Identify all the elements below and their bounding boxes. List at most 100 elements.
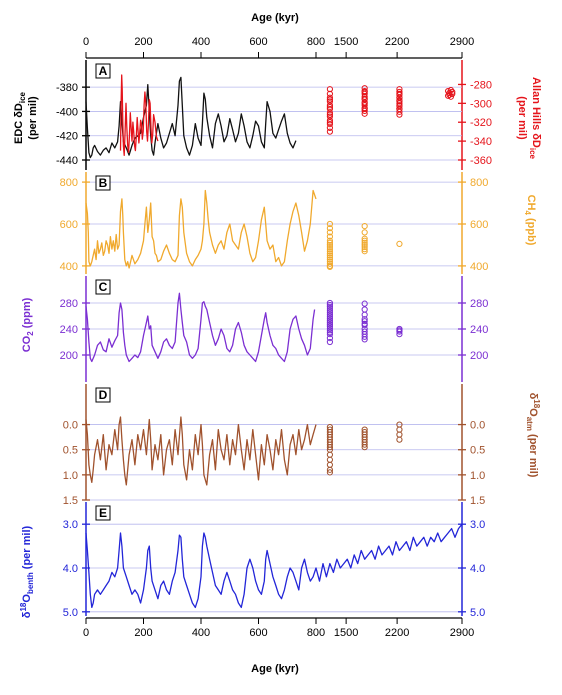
panel-e-left-label-main: δ bbox=[21, 611, 33, 618]
left-y-tick-label: 280 bbox=[60, 298, 78, 310]
panel-letter: B bbox=[99, 176, 108, 190]
right-y-tick-label: 400 bbox=[470, 261, 488, 273]
scatter-point bbox=[361, 322, 368, 329]
bottom-x-tick-label: 400 bbox=[192, 627, 210, 639]
scatter-point bbox=[361, 441, 368, 448]
scatter-point bbox=[326, 250, 334, 257]
scatter-point bbox=[326, 263, 334, 271]
scatter-point bbox=[326, 237, 334, 244]
right-y-tick-label: 0.5 bbox=[470, 445, 485, 457]
panel-a-right-label-main: Allan Hills δD bbox=[530, 77, 542, 148]
panel-b-right-label-unit: (ppb) bbox=[525, 215, 537, 246]
right-y-tick-label: 1.5 bbox=[470, 495, 485, 507]
scatter-point bbox=[326, 313, 334, 320]
right-y-tick-label: 240 bbox=[470, 324, 488, 336]
scatter-point bbox=[326, 104, 334, 111]
scatter-point bbox=[326, 327, 334, 334]
scatter-point bbox=[361, 88, 368, 96]
panel-e-left-label-o: O bbox=[21, 594, 33, 603]
scatter-point bbox=[326, 239, 334, 246]
right-y-tick-label: -300 bbox=[470, 98, 492, 110]
scatter-point bbox=[326, 466, 334, 473]
scatter-point bbox=[326, 220, 334, 228]
left-y-tick-label: 1.5 bbox=[63, 495, 78, 507]
scatter-point bbox=[326, 321, 334, 328]
scatter-point bbox=[361, 241, 368, 249]
scatter-point bbox=[326, 111, 334, 118]
scatter-point bbox=[361, 239, 368, 246]
left-y-tick-label: 1.0 bbox=[63, 470, 78, 482]
plot-layer: 0 0 200 200 400 400 600 600 800 800 1500 1500 2200 22… bbox=[56, 36, 492, 639]
panel-letter-box bbox=[95, 175, 111, 191]
scatter-point bbox=[361, 235, 368, 242]
right-y-tick-label: -320 bbox=[470, 117, 492, 129]
panel-letter: D bbox=[99, 388, 108, 402]
panel-letter-box bbox=[95, 279, 111, 295]
left-y-tick-label: 0.0 bbox=[63, 420, 78, 432]
top-x-tick-label: 800 bbox=[307, 36, 325, 48]
bottom-x-tick-label: 0 bbox=[83, 627, 89, 639]
scatter-point bbox=[326, 260, 334, 267]
left-y-tick-label: 3.0 bbox=[63, 519, 78, 531]
panel-c-left-label-unit: (ppm) bbox=[21, 297, 33, 331]
scatter-point bbox=[326, 128, 334, 135]
top-x-tick-label: 400 bbox=[192, 36, 210, 48]
scatter-point bbox=[326, 299, 334, 307]
right-y-tick-label: 280 bbox=[470, 298, 488, 310]
top-x-tick-label: 2200 bbox=[385, 36, 409, 48]
top-axis-title: Age (kyr) bbox=[251, 12, 299, 24]
top-x-tick-label: 600 bbox=[249, 36, 267, 48]
scatter-point bbox=[326, 323, 334, 330]
scatter-point bbox=[326, 256, 334, 263]
scatter-point bbox=[326, 233, 334, 240]
bottom-x-tick-label: 200 bbox=[134, 627, 152, 639]
scatter-point bbox=[361, 316, 368, 323]
right-y-tick-label: -340 bbox=[470, 136, 492, 148]
left-y-tick-label: 200 bbox=[60, 350, 78, 362]
scatter-point bbox=[361, 229, 368, 236]
panel-d-right-label: δ18Oatm (per mil) bbox=[525, 393, 541, 478]
panel-b-right-label-sub: 4 bbox=[523, 210, 532, 215]
scatter-point bbox=[396, 90, 403, 97]
panel-b-right-label: CH4 (ppb) bbox=[523, 195, 537, 246]
right-y-tick-label: 800 bbox=[470, 177, 488, 189]
panel-d-right-label-o: O bbox=[527, 408, 539, 417]
panel-d-right-label-unit: (per mil) bbox=[527, 431, 539, 478]
scatter-point bbox=[361, 243, 368, 251]
panel-a-right-label-sub: ice bbox=[528, 148, 537, 160]
scatter-point bbox=[326, 86, 334, 93]
scatter-point bbox=[326, 96, 334, 103]
scatter-point bbox=[361, 311, 368, 318]
scatter-point bbox=[396, 240, 403, 248]
scatter-point bbox=[326, 121, 334, 128]
svg-text:δ18Oatm (per mil): δ18Oatm (per mil) bbox=[525, 393, 541, 478]
scatter-point bbox=[326, 335, 334, 342]
scatter-point bbox=[396, 426, 403, 433]
svg-text:EDC δDice: EDC δDice bbox=[13, 91, 27, 144]
scatter-point bbox=[361, 336, 368, 343]
scatter-point bbox=[396, 436, 403, 443]
scatter-point bbox=[361, 107, 368, 114]
right-y-tick-label: 5.0 bbox=[470, 607, 485, 619]
panel-letter-box bbox=[95, 505, 111, 521]
left-y-tick-label: -440 bbox=[56, 155, 78, 167]
panel-e-left-label: δ18Obenth (per mil) bbox=[19, 525, 35, 618]
scatter-point bbox=[396, 102, 403, 109]
right-y-tick-label: -280 bbox=[470, 79, 492, 91]
bottom-x-tick-label: 600 bbox=[249, 627, 267, 639]
panel-a-right-label-unit: (per mil) bbox=[516, 96, 528, 140]
panel-letter: C bbox=[99, 280, 108, 294]
bottom-axis-title: Age (kyr) bbox=[251, 663, 299, 675]
panel-e-left-label-sup: 18 bbox=[19, 602, 28, 611]
scatter-point bbox=[326, 444, 334, 451]
scatter-point bbox=[326, 469, 334, 476]
scatter-point bbox=[361, 246, 368, 253]
scatter-point bbox=[361, 248, 368, 255]
panel-a-right-label: Allan Hills δDice (per mil) bbox=[516, 77, 542, 160]
left-y-tick-label: 240 bbox=[60, 324, 78, 336]
scatter-point bbox=[396, 327, 403, 334]
scatter-point bbox=[326, 451, 334, 458]
panel-a-left-label-unit: (per mil) bbox=[27, 96, 39, 140]
